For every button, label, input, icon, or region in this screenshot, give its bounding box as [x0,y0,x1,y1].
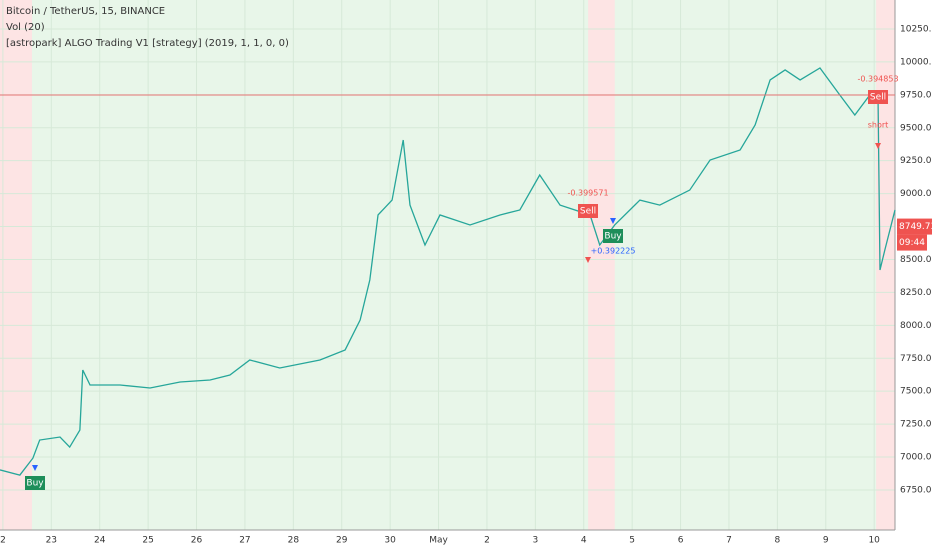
y-tick-label: 8500.00 [900,255,932,265]
chart-title: Bitcoin / TetherUS, 15, BINANCE [6,6,165,17]
x-tick-label: 29 [336,536,348,546]
last-price-tag [897,218,932,235]
signal-arrow [32,465,38,471]
x-tick-label: 10 [868,536,880,546]
last-price-label: 8749.73 [899,222,932,232]
y-tick-label: 9250.00 [900,156,932,166]
y-tick-label: 7250.00 [900,420,932,430]
time-axis [0,530,932,550]
x-tick-label: 30 [384,536,396,546]
x-tick-label: 27 [239,536,250,546]
signal-label: Buy [26,479,44,489]
y-tick-label: 8000.00 [900,321,932,331]
x-tick-label: 6 [678,536,684,546]
x-tick-label: 26 [191,536,203,546]
y-tick-label: 9750.00 [900,90,932,100]
x-tick-label: 28 [288,536,300,546]
signal-box [868,90,888,104]
y-tick-label: 7750.00 [900,354,932,364]
x-tick-label: 5 [629,536,635,546]
x-tick-label: 8 [775,536,781,546]
x-tick-label: May [429,536,448,546]
y-tick-label: 8250.00 [900,288,932,298]
sell-zone [0,0,32,530]
signal-label: Sell [870,93,886,103]
x-tick-label: 9 [823,536,829,546]
signal-arrow [610,218,616,224]
y-tick-label: 9000.00 [900,189,932,199]
x-tick-label: 23 [46,536,57,546]
y-tick-label: 10000.00 [900,57,932,67]
x-tick-label: 25 [142,536,153,546]
countdown-tag [897,234,927,251]
signal-box [25,476,45,490]
signal-detail: -0.399571 [567,189,608,198]
countdown-label: 09:44 [899,238,925,248]
x-tick-label: 2 [484,536,490,546]
signal-label: Sell [580,207,596,217]
x-tick-label: 2 [0,536,6,546]
y-tick-label: 7500.00 [900,387,932,397]
plot-background [0,0,895,530]
y-tick-label: 7000.00 [900,453,932,463]
signal-arrow [875,143,881,149]
indicator-label: [astropark] ALGO Trading V1 [strategy] (… [6,38,289,49]
x-tick-label: 4 [581,536,587,546]
x-tick-label: 3 [532,536,538,546]
signal-detail: -0.394853 [857,75,898,84]
y-tick-label: 10250.00 [900,24,932,34]
x-tick-label: 24 [94,536,106,546]
signal-detail: +0.392225 [591,247,636,256]
indicator-label: Vol (20) [6,22,45,33]
y-tick-label: 9500.00 [900,123,932,133]
price-axis [895,0,932,550]
price-line [0,67,896,476]
signal-note: short [868,121,889,130]
sell-zone [876,0,895,530]
signal-label: Buy [604,232,622,242]
signal-box [578,204,598,218]
sell-zone [588,0,615,530]
signal-arrow [585,257,591,263]
signal-box [603,229,623,243]
x-tick-label: 7 [726,536,732,546]
y-tick-label: 6750.00 [900,485,932,495]
